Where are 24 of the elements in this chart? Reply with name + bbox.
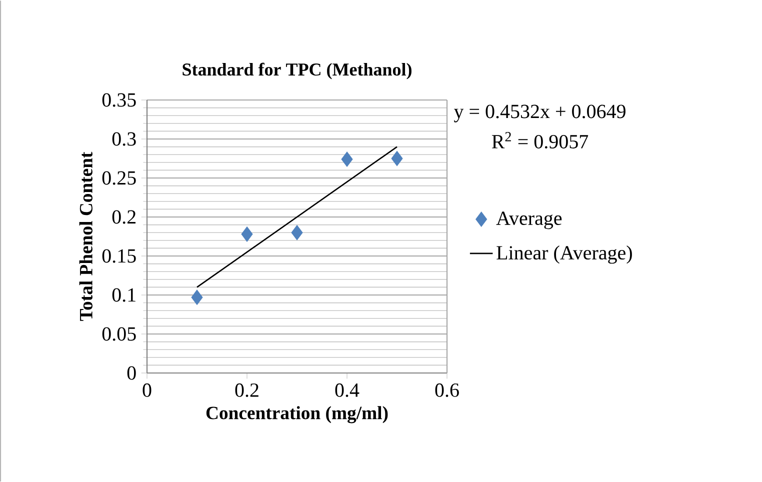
point: [241, 226, 253, 242]
y-tick-label: 0.3: [112, 132, 136, 146]
point: [341, 152, 353, 167]
x-tick-label: 0.2: [235, 383, 258, 397]
y-tick-label: 0: [127, 366, 136, 380]
y-tick-label: 0.2: [112, 210, 136, 224]
legend-label: Linear (Average): [496, 246, 632, 264]
y-tick-label: 0.15: [102, 249, 136, 263]
y-tick-label: 0.1: [112, 288, 136, 302]
x-tick-label: 0.4: [335, 383, 360, 397]
text: y = 0.4532x + 0.0649: [454, 104, 626, 122]
x-axis-title: Concentration (mg/ml): [206, 406, 388, 424]
text: R$^{2}$ = 0.9057: [492, 132, 588, 149]
y-tick-label: 0.25: [102, 171, 136, 185]
x-tick-label: 0.6: [435, 383, 459, 397]
point: [291, 225, 303, 240]
chart-title: Standard for TPC (Methanol): [182, 62, 412, 80]
legend-label: Average: [496, 212, 562, 230]
y-tick-label: 0.35: [102, 93, 136, 107]
y-axis-title: Total Phenol Content: [79, 152, 92, 321]
point: [391, 150, 403, 166]
y-tick-label: 0.05: [102, 327, 136, 341]
x-tick-label: 0: [142, 383, 152, 397]
point: [191, 290, 203, 305]
